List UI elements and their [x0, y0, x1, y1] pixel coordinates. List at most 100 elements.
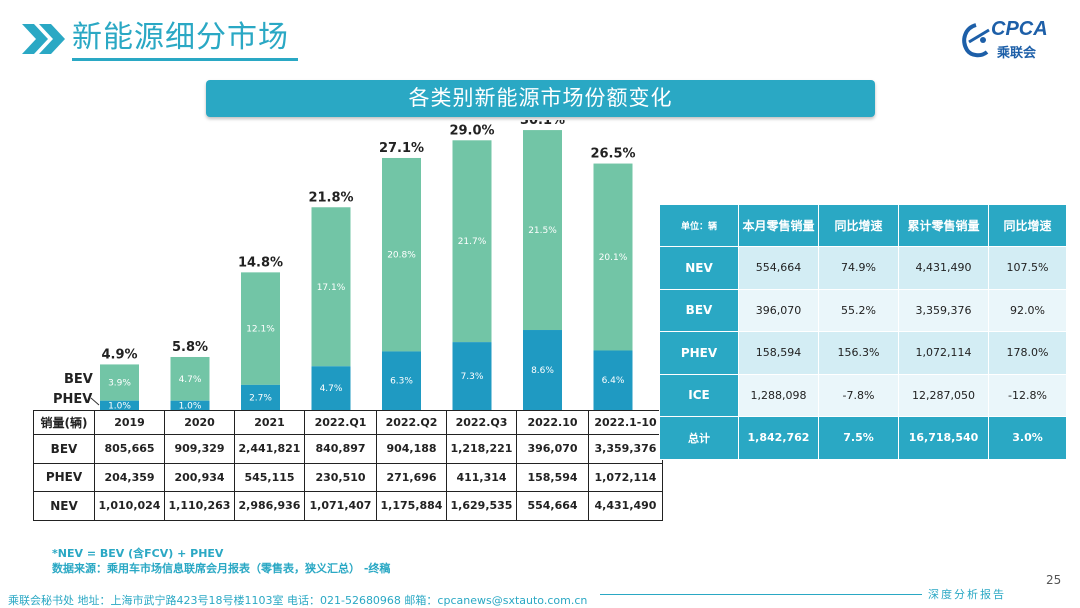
data-label-total: 14.8%: [238, 255, 283, 270]
table-cell: 1,175,884: [376, 491, 447, 521]
table-cell: 1,072,114: [588, 462, 663, 492]
title-underline: [72, 58, 298, 61]
row-name: PHEV: [33, 462, 95, 492]
table-cell: 7.5%: [818, 416, 899, 460]
bar-bev-2019: [100, 364, 139, 401]
table-cell: 1,010,024: [94, 491, 165, 521]
table-cell: 396,070: [516, 434, 589, 464]
table-cell: 1,629,535: [446, 491, 517, 521]
phev-pointer-icon: [90, 397, 100, 406]
table-cell: 12,287,050: [898, 373, 989, 417]
monthly-retail-table: 单位：辆 本月零售销量 同比增速 累计零售销量 同比增速 NEV 554,664 74.9% 4…: [659, 204, 1067, 460]
double-chevron-icon: [22, 24, 65, 54]
bar-phev-2021: [241, 384, 280, 410]
column-header: 2022.Q3: [446, 410, 517, 435]
table-cell: 3,359,376: [898, 288, 989, 332]
table-cell: 3.0%: [988, 416, 1067, 460]
table-cell: 16,718,540: [898, 416, 989, 460]
phev-series-label: PHEV: [53, 392, 93, 407]
row-name: 总计: [659, 416, 739, 460]
data-label-phev: 1.0%: [179, 401, 202, 411]
column-header: 同比增速: [818, 204, 899, 247]
table-cell: 158,594: [738, 331, 819, 375]
table-cell: 107.5%: [988, 246, 1067, 290]
table-cell: -12.8%: [988, 373, 1067, 417]
table-cell: 158,594: [516, 462, 589, 492]
table-cell: 554,664: [738, 246, 819, 290]
footnote-nev-definition: *NEV = BEV (含FCV) + PHEV: [52, 547, 224, 560]
table-cell: 230,510: [304, 462, 377, 492]
column-header: 2022.1-10: [588, 410, 663, 435]
cpca-emblem-icon: [962, 23, 990, 58]
page-number: 25: [1046, 573, 1062, 587]
data-label-phev: 6.4%: [602, 376, 625, 386]
column-header: 本月零售销量: [738, 204, 819, 247]
column-header: 2022.Q1: [304, 410, 377, 435]
page-title: 新能源细分市场: [72, 20, 289, 55]
table-row: NEV 1,010,024 1,110,263 2,986,936 1,071,407 1…: [33, 491, 663, 521]
column-header: 2021: [234, 410, 305, 435]
column-header: 同比增速: [988, 204, 1067, 247]
data-label-bev: 12.1%: [246, 325, 275, 335]
bar-phev-2022.1-10: [593, 350, 633, 410]
chart-banner: 各类别新能源市场份额变化: [206, 80, 875, 117]
table-cell: 396,070: [738, 288, 819, 332]
table-header-row: 销量(辆) 2019 2020 2021 2022.Q1 2022.Q2 2022.Q3 20…: [33, 410, 663, 435]
table-cell: 2,441,821: [234, 434, 305, 464]
data-label-total: 26.5%: [590, 147, 635, 162]
table-cell: 1,288,098: [738, 373, 819, 417]
data-label-total: 21.8%: [308, 190, 353, 205]
table-cell: 904,188: [376, 434, 447, 464]
data-label-phev: 2.7%: [249, 393, 272, 403]
table-cell: -7.8%: [818, 373, 899, 417]
footer-divider: [600, 594, 922, 595]
bar-phev-2022.Q3: [452, 342, 492, 410]
table-cell: 840,897: [304, 434, 377, 464]
data-label-bev: 20.1%: [599, 253, 628, 263]
data-label-total: 27.1%: [379, 141, 424, 156]
bar-bev-2020: [170, 356, 210, 401]
table-header-row: 单位：辆 本月零售销量 同比增速 累计零售销量 同比增速: [659, 204, 1067, 247]
sales-volume-table: 销量(辆) 2019 2020 2021 2022.Q1 2022.Q2 2022.Q3 20…: [33, 410, 663, 521]
table-cell: 805,665: [94, 434, 165, 464]
table-cell: 1,110,263: [164, 491, 235, 521]
table-cell: 271,696: [376, 462, 447, 492]
table-row: PHEV 204,359 200,934 545,115 230,510 271,696 4…: [33, 462, 663, 492]
table-cell: 1,842,762: [738, 416, 819, 460]
bar-bev-2021: [241, 272, 280, 385]
table-cell: 92.0%: [988, 288, 1067, 332]
footer-address: 乘联会秘书处 地址：上海市武宁路423号18号楼1103室 电话：021-526…: [8, 594, 588, 607]
table-cell: 545,115: [234, 462, 305, 492]
bar-phev-2022.Q2: [382, 351, 421, 410]
column-header: 2022.Q2: [376, 410, 447, 435]
table-cell: 2,986,936: [234, 491, 305, 521]
footnote-data-source: 数据来源：乘用车市场信息联席会月报表（零售表，狭义汇总） -终稿: [52, 562, 391, 575]
table-cell: 204,359: [94, 462, 165, 492]
table-cell: 200,934: [164, 462, 235, 492]
total-row: 总计 1,842,762 7.5% 16,718,540 3.0%: [659, 416, 1067, 460]
table-cell: 909,329: [164, 434, 235, 464]
row-name: ICE: [659, 373, 739, 417]
column-header: 2022.10: [516, 410, 589, 435]
table-cell: 1,218,221: [446, 434, 517, 464]
data-label-bev: 21.5%: [528, 226, 557, 236]
data-label-phev: 1.0%: [108, 401, 131, 411]
column-header: 2020: [164, 410, 235, 435]
data-label-bev: 4.7%: [179, 375, 202, 385]
data-label-phev: 6.3%: [390, 377, 413, 387]
row-name: BEV: [659, 288, 739, 332]
table-row: BEV 805,665 909,329 2,441,821 840,897 904,188…: [33, 434, 663, 464]
data-label-total: 5.8%: [172, 340, 208, 355]
logo-subtext: 乘联会: [997, 46, 1037, 61]
data-label-phev: 8.6%: [531, 366, 554, 376]
table-row: ICE 1,288,098 -7.8% 12,287,050 -12.8%: [659, 373, 1067, 417]
table-cell: 554,664: [516, 491, 589, 521]
column-header: 2019: [94, 410, 165, 435]
data-label-total: 29.0%: [449, 123, 494, 138]
data-label-total: 30.1%: [520, 120, 565, 128]
table-cell: 156.3%: [818, 331, 899, 375]
data-label-bev: 20.8%: [387, 251, 416, 261]
bar-bev-2022.Q2: [382, 157, 421, 352]
table-cell: 4,431,490: [588, 491, 663, 521]
table-cell: 55.2%: [818, 288, 899, 332]
